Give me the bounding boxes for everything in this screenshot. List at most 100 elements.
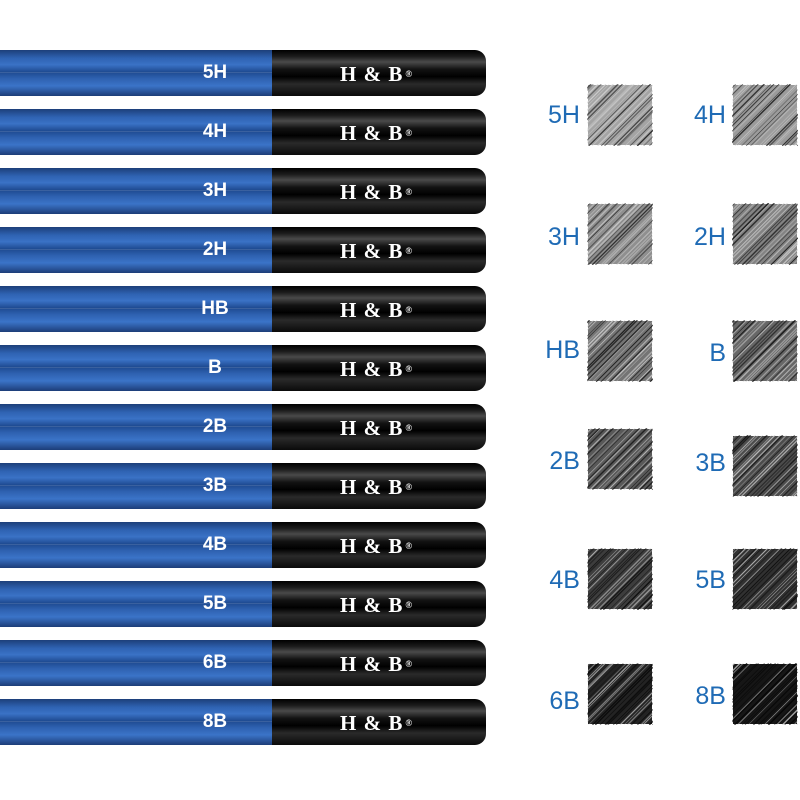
hatch-stroke (587, 84, 633, 130)
hatch-stroke (752, 679, 798, 725)
pencil-cap (272, 699, 486, 745)
hatch-stroke (774, 240, 798, 265)
hatch-stroke (587, 203, 630, 246)
swatch-b (732, 320, 798, 382)
hatch-stroke (638, 367, 653, 382)
hatch-stroke (617, 454, 653, 490)
pencil-barrel (0, 109, 272, 155)
hatch-stroke (612, 569, 653, 610)
pencil-grade-label: 4H (202, 121, 228, 142)
hatch-stroke (732, 320, 759, 348)
hatch-stroke (762, 460, 798, 497)
swatch-8b (732, 663, 798, 725)
pencil-barrel (0, 227, 272, 273)
hatch-stroke (732, 548, 769, 585)
hatch-stroke (769, 581, 798, 610)
hatch-stroke (636, 593, 653, 610)
hatch-stroke (587, 320, 614, 348)
hatch-stroke (587, 663, 606, 683)
hatch-stroke (773, 700, 798, 725)
hatch-stroke (744, 443, 798, 497)
hatch-stroke (612, 684, 653, 725)
hatch-stroke (623, 695, 653, 725)
hatch-stroke (587, 428, 607, 448)
hatch-stroke (587, 203, 639, 256)
hatch-stroke (597, 553, 653, 610)
hatch-stroke (587, 320, 622, 355)
hatch-stroke (587, 663, 624, 700)
pencil-cap (272, 404, 486, 450)
hatch-stroke (781, 248, 798, 265)
hatch-stroke (587, 548, 620, 581)
hatch-stroke (587, 320, 650, 382)
pencil-cap (272, 227, 486, 273)
hatch-stroke (751, 335, 798, 382)
hatch-stroke (732, 435, 745, 448)
hatch-stroke (732, 203, 781, 252)
hatch-stroke (611, 339, 653, 382)
pencil-grade-label: 5H (202, 62, 228, 83)
hatch-stroke (760, 227, 798, 265)
hatch-stroke (784, 711, 798, 725)
graphite-swatch (587, 548, 653, 610)
hatch-stroke (769, 352, 798, 382)
hatch-stroke (587, 320, 611, 345)
pencil-brand: H & B ® (340, 711, 414, 735)
pencil-barrel (0, 581, 272, 627)
pencil-6b: 6B H & B ® (0, 640, 486, 686)
hatch-stroke (624, 353, 653, 382)
hatch-stroke (587, 84, 647, 144)
hatch-stroke (624, 117, 653, 146)
hatch-stroke (640, 711, 653, 725)
hatch-stroke (732, 84, 772, 124)
hatch-stroke (587, 203, 624, 241)
hatch-stroke (732, 435, 796, 497)
hatch-stroke (732, 548, 745, 561)
hatch-stroke (632, 468, 653, 490)
graphite-swatch (587, 203, 653, 265)
pencil-grade-label: 2B (202, 416, 228, 437)
hatch-stroke (587, 428, 614, 456)
hatch-stroke (633, 125, 653, 146)
hatch-stroke (587, 203, 603, 219)
swatch-label-3b: 3B (695, 449, 726, 477)
hatch-stroke (627, 239, 653, 265)
hatch-stroke (594, 666, 653, 725)
hatch-stroke (587, 548, 600, 562)
pencil-brand: H & B ® (340, 416, 414, 440)
hatch-stroke (732, 663, 751, 683)
hatch-stroke (747, 331, 798, 382)
pencil-cap (272, 463, 486, 509)
pencil-cap (272, 581, 486, 627)
hatch-stroke (733, 203, 797, 265)
hatch-stroke (591, 320, 653, 382)
hatch-stroke (732, 84, 765, 118)
hatch-stroke (604, 96, 653, 146)
hatch-stroke (587, 320, 626, 359)
pencil-cap (272, 109, 486, 155)
hatch-stroke (591, 84, 653, 146)
hatch-stroke (785, 251, 798, 265)
hatch-stroke (732, 663, 770, 701)
hatch-stroke (587, 663, 627, 704)
hatch-stroke (587, 84, 623, 121)
hatch-stroke (587, 663, 619, 695)
hatch-stroke (760, 687, 798, 725)
hatch-stroke (732, 203, 743, 215)
hatch-stroke (639, 475, 653, 490)
hatch-stroke (587, 203, 607, 223)
hatch-stroke (587, 320, 618, 352)
swatch-5h (587, 84, 653, 146)
hatch-stroke (760, 343, 798, 382)
swatch-label-6b: 6B (549, 687, 580, 715)
hatch-stroke (587, 548, 628, 589)
pencil-cap (272, 50, 486, 96)
hatch-stroke (621, 349, 653, 382)
hatch-stroke (781, 129, 798, 146)
hatch-stroke (587, 428, 602, 443)
pencil-brand: H & B ® (340, 121, 414, 145)
hatch-stroke (732, 548, 759, 576)
hatch-stroke (607, 219, 653, 265)
hatch-stroke (764, 462, 798, 497)
hatch-stroke (756, 222, 798, 265)
